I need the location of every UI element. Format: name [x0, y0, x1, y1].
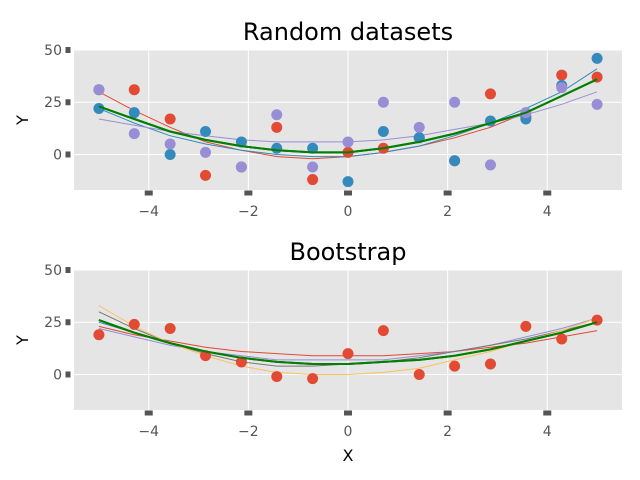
data-point: [164, 138, 176, 150]
data-point: [307, 161, 319, 173]
x-tick-label: −4: [138, 424, 159, 440]
data-point: [271, 142, 283, 154]
y-tick-label: 25: [44, 315, 62, 331]
data-point: [377, 96, 389, 108]
data-point: [342, 176, 354, 188]
data-point: [235, 356, 247, 368]
gridlines-bootstrap: [74, 269, 622, 410]
data-point: [413, 121, 425, 133]
data-point: [307, 142, 319, 154]
data-point: [449, 96, 461, 108]
data-point: [449, 155, 461, 167]
mean-fit-line-overlay: [98, 78, 598, 154]
data-point: [164, 113, 176, 125]
data-point: [128, 318, 140, 330]
data-point: [164, 323, 176, 335]
chart-title-bootstrap: Bootstrap: [290, 238, 407, 266]
x-tick-label: 4: [543, 204, 552, 220]
data-point: [93, 84, 105, 96]
data-point: [377, 125, 389, 137]
y-tick-label: 25: [44, 95, 62, 111]
x-tick-label: 2: [443, 424, 452, 440]
data-points-random-datasets: [93, 52, 603, 188]
y-tick-label: 0: [53, 367, 62, 383]
y-axis-label-random-datasets: Y: [13, 115, 32, 126]
data-point: [128, 128, 140, 140]
x-tick-label: −2: [238, 204, 259, 220]
data-points-bootstrap: [93, 314, 603, 385]
panel-bootstrap: −4 −2 0 2 4 0 25 50 Bootstrap Y X: [13, 238, 622, 465]
x-tick-label: −2: [238, 424, 259, 440]
data-point: [342, 348, 354, 360]
data-point: [128, 84, 140, 96]
mean-fit-line-overlay: [98, 319, 598, 365]
data-point: [484, 88, 496, 100]
data-point: [449, 360, 461, 372]
x-tick-label: 2: [443, 204, 452, 220]
data-point: [271, 109, 283, 121]
data-point: [271, 121, 283, 133]
panel-random-datasets: −4 −2 0 2 4 0 25 50 Random datasets Y: [13, 18, 622, 220]
x-tick-label: 4: [543, 424, 552, 440]
data-point: [556, 82, 568, 94]
x-axis-label-bootstrap: X: [343, 446, 354, 465]
data-point: [377, 325, 389, 337]
data-point: [591, 98, 603, 110]
data-point: [235, 161, 247, 173]
data-point: [200, 146, 212, 158]
data-point: [93, 329, 105, 341]
data-point: [128, 107, 140, 119]
data-point: [484, 358, 496, 370]
data-point: [591, 52, 603, 64]
x-tick-label: 0: [344, 204, 353, 220]
y-tick-label: 0: [53, 147, 62, 163]
y-axis-label-bootstrap: Y: [13, 335, 32, 346]
x-tick-label: −4: [138, 204, 159, 220]
axis-ticks-bootstrap: −4 −2 0 2 4 0 25 50: [44, 263, 552, 440]
data-point: [556, 333, 568, 345]
data-point: [520, 320, 532, 332]
y-tick-label: 50: [44, 43, 62, 59]
data-point: [164, 148, 176, 160]
y-tick-label: 50: [44, 263, 62, 279]
data-point: [484, 159, 496, 171]
data-point: [342, 136, 354, 148]
data-point: [200, 125, 212, 137]
axis-ticks-random-datasets: −4 −2 0 2 4 0 25 50: [44, 43, 552, 220]
chart-title-random-datasets: Random datasets: [243, 18, 453, 46]
x-tick-label: 0: [344, 424, 353, 440]
data-point: [307, 174, 319, 186]
data-point: [200, 169, 212, 181]
data-point: [93, 103, 105, 115]
data-point: [271, 371, 283, 383]
data-point: [413, 368, 425, 380]
data-point: [307, 373, 319, 385]
data-point: [556, 69, 568, 81]
